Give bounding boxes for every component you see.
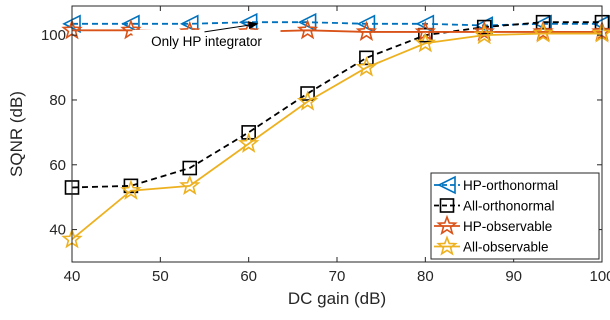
data-point xyxy=(476,19,492,35)
data-point xyxy=(532,22,554,43)
data-point xyxy=(418,27,433,43)
data-point xyxy=(179,174,201,195)
y-tick-label: 40 xyxy=(49,222,66,239)
data-point xyxy=(473,23,495,45)
data-point xyxy=(300,86,315,101)
data-point xyxy=(355,56,378,77)
data-point xyxy=(182,160,198,176)
data-point xyxy=(533,14,552,34)
legend-label: All-observable xyxy=(463,240,549,255)
data-point xyxy=(296,19,319,40)
data-point xyxy=(120,19,142,40)
data-point xyxy=(120,179,142,200)
legend-marker xyxy=(436,235,458,256)
series-line xyxy=(71,32,602,241)
x-axis-label: DC gain (dB) xyxy=(288,289,386,308)
y-axis-label: SQNR (dB) xyxy=(7,91,26,177)
x-tick-label: 90 xyxy=(505,268,522,285)
data-point xyxy=(296,90,319,111)
legend-marker xyxy=(437,175,456,195)
x-tick-label: 100 xyxy=(589,268,610,285)
x-tick-label: 60 xyxy=(240,268,257,285)
data-point xyxy=(241,125,256,140)
legend-marker xyxy=(436,214,458,236)
data-point xyxy=(123,178,139,194)
axes-layer: 40 50 60 70 80 90 100 40 60 80 100 xyxy=(41,5,610,285)
y-tick-label: 100 xyxy=(41,27,66,44)
legend: HP-orthonormal All-orthonormal HP-observab… xyxy=(430,172,600,260)
x-tick-label: 40 xyxy=(64,268,81,285)
annotation-layer: Only HP integrator xyxy=(132,21,281,52)
annotation-box xyxy=(132,29,281,52)
legend-label: HP-observable xyxy=(463,219,552,234)
data-point xyxy=(535,14,551,30)
data-point xyxy=(237,132,260,153)
data-point xyxy=(532,20,554,42)
legend-label: All-orthonormal xyxy=(463,199,555,214)
series-layer xyxy=(61,12,610,249)
data-point xyxy=(356,14,376,34)
legend-marker xyxy=(439,198,455,213)
legend-label: HP-orthonormal xyxy=(463,178,558,193)
y-tick-label: 60 xyxy=(49,157,66,174)
series-all-observable xyxy=(61,22,610,249)
legend-box xyxy=(430,172,600,260)
series-line xyxy=(71,21,602,189)
data-point xyxy=(179,14,199,34)
data-point xyxy=(415,14,435,34)
x-tick-label: 80 xyxy=(417,268,434,285)
x-tick-label: 50 xyxy=(152,268,169,285)
data-point xyxy=(297,12,317,32)
annotation-text: Only HP integrator xyxy=(151,34,262,49)
data-point xyxy=(359,50,374,66)
x-tick-label: 70 xyxy=(329,268,346,285)
data-point xyxy=(414,32,437,53)
data-point xyxy=(355,20,378,42)
y-tick-label: 80 xyxy=(49,92,66,109)
annotation-arrow xyxy=(204,21,259,33)
